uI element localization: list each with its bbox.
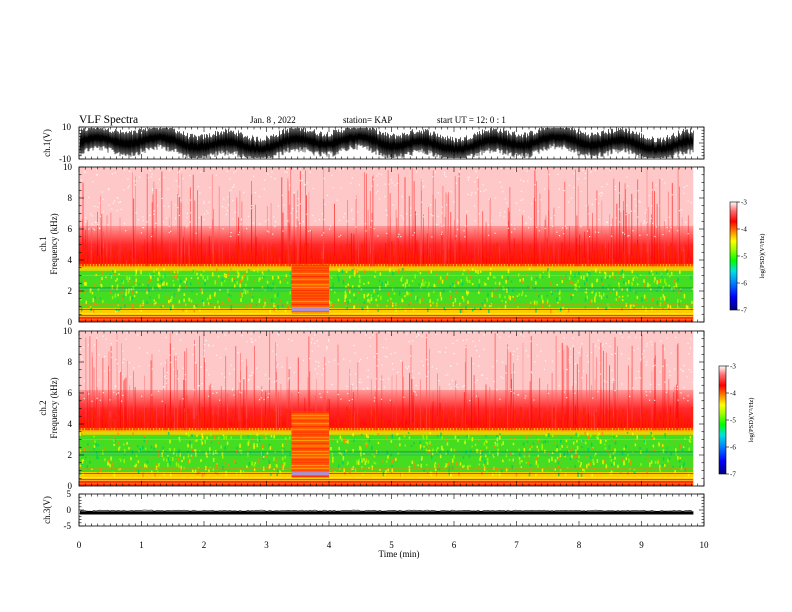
spectrogram-ch1-ylabel: ch.1 xyxy=(38,236,48,251)
colorbar-ch1-tick-label: -5 xyxy=(741,253,747,261)
figure-title: VLF Spectra xyxy=(79,114,138,126)
waveform-ch3-line xyxy=(79,509,693,512)
time-axis-tick-label: 8 xyxy=(577,540,582,550)
waveform-ch3-ytick-middle: 0 xyxy=(67,505,72,515)
colorbar-ch2-label: log(PSD)(V²/Hz) xyxy=(748,398,755,443)
spectrogram-ch1-ytick-label: 4 xyxy=(68,255,73,265)
spectrogram-ch1-band-green xyxy=(79,267,694,312)
waveform-ch1-ytick-top: 10 xyxy=(62,122,72,132)
waveform-ch1-line xyxy=(79,127,694,159)
time-axis-tick-label: 5 xyxy=(389,540,394,550)
colorbar-ch2-tick-label: -7 xyxy=(730,471,736,479)
time-axis-tick-label: 6 xyxy=(452,540,457,550)
time-axis-tick-label: 0 xyxy=(77,540,82,550)
waveform-ch1-trace xyxy=(79,127,694,159)
spectrogram-ch2-texture xyxy=(79,331,695,478)
spectrogram-ch2-image xyxy=(79,331,704,486)
station-label: station= KAP xyxy=(343,115,392,125)
date-label: Jan. 8 , 2022 xyxy=(250,115,296,125)
spectrogram-ch1-band-yellow-low xyxy=(79,308,694,316)
spectrogram-ch2-ytick-label: 4 xyxy=(68,419,73,429)
colorbar-ch2-tick-label: -4 xyxy=(730,390,736,398)
spectrogram-ch1-disturbance xyxy=(291,264,329,314)
colorbar-ch1-tick-label: -6 xyxy=(741,280,747,288)
spectrogram-ch1-ytick-label: 8 xyxy=(68,193,73,203)
colorbar-ch2-gradient xyxy=(718,365,727,475)
colorbar-ch1-tick-label: -7 xyxy=(741,307,747,315)
spectrogram-ch2-ytick-labels: 0 2 4 6 8 10 xyxy=(63,326,73,491)
spectrogram-ch2-band-low xyxy=(79,479,694,486)
waveform-ch3-band xyxy=(80,511,694,515)
time-axis-tick-label: 7 xyxy=(514,540,519,550)
spectrogram-ch1-band-yellow-top xyxy=(79,263,694,271)
waveform-ch3-ytick-top: 5 xyxy=(67,489,72,499)
waveform-ch3-panel: 5 0 -5 ch.3(V) xyxy=(42,489,705,531)
time-axis-tick-label: 9 xyxy=(639,540,644,550)
time-axis-tick-labels: 0 1 2 3 4 5 6 7 8 9 10 xyxy=(77,540,709,550)
colorbar-ch2-tick-label: -3 xyxy=(730,363,736,371)
colorbar-ch1-tick-label: -3 xyxy=(741,199,747,207)
colorbar-ch2-tick-label: -5 xyxy=(730,417,736,425)
spectrogram-ch1-texture xyxy=(79,167,695,314)
start-time-label: start UT = 12: 0 : 1 xyxy=(437,115,506,125)
time-axis-tick-label: 10 xyxy=(700,540,710,550)
waveform-ch1-panel: 10 -10 ch.1(V) xyxy=(42,122,705,164)
colorbar-ch1-label: log(PSD)(V²/Hz) xyxy=(759,234,766,279)
colorbar-ch2-tick-label: -6 xyxy=(730,444,736,452)
waveform-ch3-ytick-bottom: -5 xyxy=(64,521,72,531)
spectrogram-ch2-ylabel: ch.2 xyxy=(38,400,48,415)
time-axis-tick-label: 3 xyxy=(264,540,269,550)
spectrogram-ch2-ylabel-frequency: Frequency (kHz) xyxy=(49,377,59,438)
figure-header: VLF Spectra Jan. 8 , 2022 station= KAP s… xyxy=(79,114,506,126)
spectrogram-ch2-ytick-label: 0 xyxy=(68,481,73,491)
spectrogram-ch1-image xyxy=(79,167,704,322)
spectrogram-ch2-ytick-label: 2 xyxy=(68,450,73,460)
spectrogram-ch1-ylabel-frequency: Frequency (kHz) xyxy=(49,213,59,274)
colorbar-ch1-tick-label: -4 xyxy=(741,226,747,234)
spectrogram-ch2-ytick-label: 8 xyxy=(68,357,73,367)
colorbar-ch1-ticks: -3 -4 -5 -6 -7 xyxy=(737,199,747,315)
spectrogram-ch1-ytick-label: 10 xyxy=(63,162,73,172)
waveform-ch1-ytick-bottom: -10 xyxy=(59,154,71,164)
waveform-ch3-ylabel: ch.3(V) xyxy=(42,496,52,524)
spectrogram-ch2-band-yellow-top xyxy=(79,427,694,435)
colorbar-ch1-gradient xyxy=(729,201,738,311)
spectrogram-ch2-band-yellow-low xyxy=(79,472,694,480)
spectrogram-ch1-ytick-label: 2 xyxy=(68,286,73,296)
spectrogram-ch2-ticks xyxy=(78,330,705,487)
spectrogram-ch1-ytick-labels: 0 2 4 6 8 10 xyxy=(63,162,73,327)
colorbar-ch1: -3 -4 -5 -6 -7 log(PSD)(V²/Hz) xyxy=(729,199,766,315)
waveform-ch1-ticks xyxy=(78,126,705,160)
spectrogram-ch2-nodata xyxy=(693,331,704,486)
time-axis-tick-label: 2 xyxy=(202,540,207,550)
waveform-ch3-ticks xyxy=(78,493,705,527)
colorbar-ch2: -3 -4 -5 -6 -7 log(PSD)(V²/Hz) xyxy=(718,363,755,479)
spectrogram-ch2-disturbance xyxy=(291,411,329,478)
waveform-ch3-trace xyxy=(79,509,694,515)
spectrogram-ch2-panel: 0 2 4 6 8 10 ch.2 Frequency (kHz) xyxy=(38,326,705,491)
time-axis-tick-label: 1 xyxy=(139,540,144,550)
colorbar-ch2-ticks: -3 -4 -5 -6 -7 xyxy=(726,363,736,479)
spectrogram-ch2-ytick-label: 6 xyxy=(68,388,73,398)
spectrogram-ch1-ytick-label: 0 xyxy=(68,317,73,327)
spectrogram-ch1-ytick-label: 6 xyxy=(68,224,73,234)
spectrogram-ch1-band-low xyxy=(79,315,694,322)
time-axis-tick-label: 4 xyxy=(327,540,332,550)
spectrogram-ch2-ytick-label: 10 xyxy=(63,326,73,336)
spectrogram-ch1-panel: 0 2 4 6 8 10 ch.1 Frequency (kHz) xyxy=(38,162,705,327)
waveform-ch1-ylabel: ch.1(V) xyxy=(42,129,52,157)
spectrogram-ch1-nodata xyxy=(693,167,704,322)
spectrogram-ch1-ticks xyxy=(78,166,705,323)
time-axis-label: Time (min) xyxy=(379,549,420,559)
spectrogram-ch2-band-high xyxy=(79,331,694,393)
